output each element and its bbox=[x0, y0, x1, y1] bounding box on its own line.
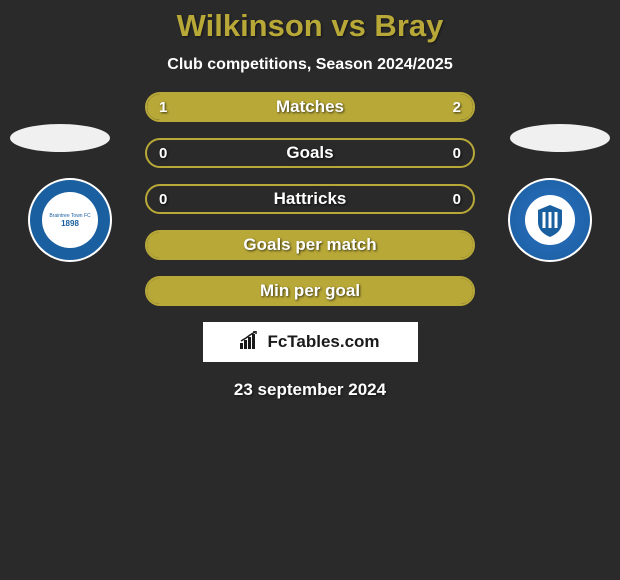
brand-text: FcTables.com bbox=[267, 332, 379, 352]
player-oval-left bbox=[10, 124, 110, 152]
club-logo-right bbox=[508, 178, 592, 262]
club-logo-left: Braintree Town FC 1898 bbox=[28, 178, 112, 262]
stat-label: Hattricks bbox=[274, 189, 347, 209]
stat-value-left: 1 bbox=[159, 99, 167, 116]
stat-label: Goals per match bbox=[243, 235, 376, 255]
stat-value-right: 2 bbox=[453, 99, 461, 116]
stats-container: 1 Matches 2 0 Goals 0 0 Hattricks 0 Goal… bbox=[145, 92, 475, 306]
club-logo-left-inner: Braintree Town FC 1898 bbox=[42, 192, 98, 248]
stat-row-goals: 0 Goals 0 bbox=[145, 138, 475, 168]
stat-value-right: 0 bbox=[453, 145, 461, 162]
stat-label: Goals bbox=[286, 143, 333, 163]
shield-icon bbox=[530, 200, 570, 240]
stat-value-right: 0 bbox=[453, 191, 461, 208]
stat-row-goals-per-match: Goals per match bbox=[145, 230, 475, 260]
page-title: Wilkinson vs Bray bbox=[0, 0, 620, 44]
stat-row-matches: 1 Matches 2 bbox=[145, 92, 475, 122]
stat-value-left: 0 bbox=[159, 145, 167, 162]
stat-label: Min per goal bbox=[260, 281, 360, 301]
chart-icon bbox=[240, 331, 262, 354]
player-oval-right bbox=[510, 124, 610, 152]
club-left-year: 1898 bbox=[61, 219, 79, 228]
stat-label: Matches bbox=[276, 97, 344, 117]
stat-row-hattricks: 0 Hattricks 0 bbox=[145, 184, 475, 214]
brand-box[interactable]: FcTables.com bbox=[203, 322, 418, 362]
stat-row-min-per-goal: Min per goal bbox=[145, 276, 475, 306]
subtitle: Club competitions, Season 2024/2025 bbox=[0, 56, 620, 74]
date-text: 23 september 2024 bbox=[0, 380, 620, 400]
club-logo-right-inner bbox=[525, 195, 575, 245]
stat-value-left: 0 bbox=[159, 191, 167, 208]
